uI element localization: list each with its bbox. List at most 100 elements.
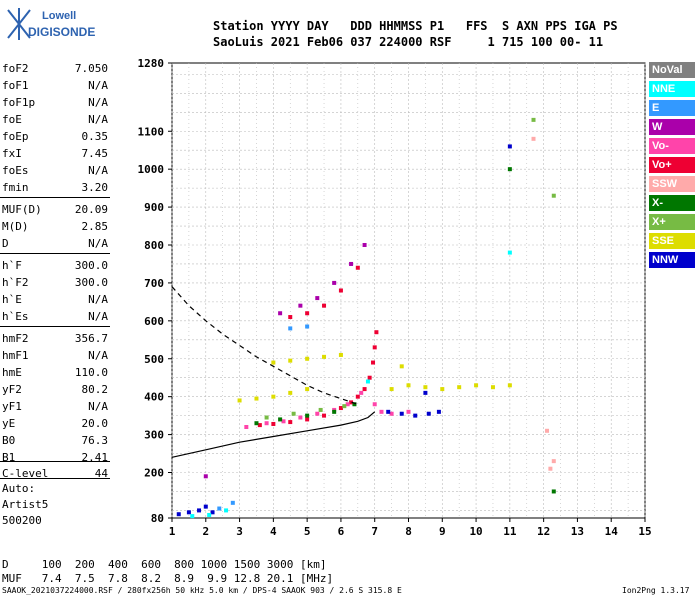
param-row: h`F2 300.0	[2, 276, 108, 291]
param-row: foF1p N/A	[2, 96, 108, 111]
data-point	[355, 394, 360, 399]
header-line-2: SaoLuis 2021 Feb06 037 224000 RSF 1 715 …	[213, 35, 604, 49]
param-name: foEs	[2, 164, 29, 177]
data-point	[362, 243, 367, 247]
data-point	[551, 459, 556, 464]
data-point	[254, 396, 259, 401]
data-point	[457, 385, 462, 390]
param-value: N/A	[88, 79, 108, 92]
y-tick-label: 200	[144, 467, 164, 480]
param-row: h`E N/A	[2, 293, 108, 308]
x-tick-label: 3	[236, 525, 243, 538]
y-tick-label: 700	[144, 277, 164, 290]
separator-line	[0, 326, 110, 327]
data-point	[186, 510, 191, 515]
data-point	[264, 415, 269, 420]
data-point	[338, 288, 343, 293]
param-value: 2.85	[81, 220, 109, 233]
data-point	[288, 358, 293, 363]
data-point	[197, 508, 202, 513]
data-point	[367, 375, 372, 380]
param-row: h`Es N/A	[2, 310, 108, 325]
param-value: N/A	[88, 293, 108, 306]
param-value: N/A	[88, 349, 108, 362]
profile-curves	[171, 286, 376, 458]
param-value: 356.7	[74, 332, 108, 345]
data-point	[244, 425, 249, 429]
x-tick-label: 4	[270, 525, 277, 538]
data-point	[359, 390, 364, 395]
legend-item: E	[649, 100, 695, 116]
data-point	[271, 421, 276, 426]
param-row: hmF2 356.7	[2, 332, 108, 347]
plot-area	[171, 62, 646, 519]
param-row: C-level 44	[2, 467, 108, 482]
param-value: 80.2	[81, 383, 109, 396]
y-tick-label: 500	[144, 353, 164, 366]
data-point	[332, 409, 337, 414]
param-name: foF2	[2, 62, 29, 75]
param-name: B1	[2, 451, 16, 464]
data-point	[372, 345, 377, 350]
y-tick-label: 900	[144, 201, 164, 214]
autoscaling-method: Artist5	[2, 498, 49, 511]
x-tick-label: 8	[405, 525, 412, 538]
data-points	[176, 117, 556, 519]
data-point	[322, 354, 327, 359]
param-name: hmF2	[2, 332, 29, 345]
data-point	[426, 411, 431, 416]
autoscaling-code: 500200	[2, 514, 42, 527]
param-name: fxI	[2, 147, 22, 160]
data-point	[374, 330, 379, 335]
param-value: N/A	[88, 237, 108, 250]
param-value: N/A	[88, 400, 108, 413]
data-point	[507, 250, 512, 255]
param-name: h`F2	[2, 276, 29, 289]
param-row: yF2 80.2	[2, 383, 108, 398]
param-value: 2.41	[81, 451, 109, 464]
data-point	[413, 413, 418, 418]
y-tick-label: 400	[144, 391, 164, 404]
data-point	[507, 144, 512, 149]
data-point	[207, 512, 212, 517]
param-name: hmF1	[2, 349, 29, 362]
data-point	[372, 402, 377, 407]
data-point	[386, 409, 391, 414]
param-name: foE	[2, 113, 22, 126]
x-tick-label: 15	[638, 525, 651, 538]
data-point	[322, 303, 327, 308]
param-name: foEp	[2, 130, 29, 143]
param-row: fxI 7.45	[2, 147, 108, 162]
axis-ticks: 1 2 3 4 5 6 7 8 9 10 11 12 13 14 158020030040050060070…	[138, 57, 652, 538]
param-row: hmE 110.0	[2, 366, 108, 381]
data-point	[362, 387, 367, 392]
legend-item: NNE	[649, 81, 695, 97]
data-point	[176, 512, 181, 517]
param-value: 110.0	[74, 366, 108, 379]
param-row: foF2 7.050	[2, 62, 108, 77]
data-point	[298, 303, 303, 308]
logo-text-bottom: DIGISONDE	[28, 25, 96, 39]
legend-item: NoVal	[649, 62, 695, 78]
param-row: yF1 N/A	[2, 400, 108, 415]
antenna-icon	[7, 8, 31, 40]
legend-item: SSE	[649, 233, 695, 249]
grid-lines	[171, 63, 646, 518]
param-name: yF2	[2, 383, 22, 396]
data-point	[548, 466, 553, 471]
data-point	[371, 360, 376, 365]
param-name: foF1p	[2, 96, 36, 109]
dashed-profile-curve	[171, 286, 358, 405]
x-tick-label: 5	[304, 525, 311, 538]
data-point	[315, 296, 320, 301]
data-point	[237, 398, 242, 403]
data-point	[352, 402, 357, 407]
data-point	[305, 413, 310, 418]
data-point	[318, 407, 323, 412]
data-point	[322, 413, 327, 418]
data-point	[288, 315, 293, 320]
data-point	[338, 406, 343, 411]
param-name: D	[2, 237, 9, 250]
data-point	[399, 364, 404, 369]
footer-file-info: SAAOK_2021037224000.RSF / 280fx256h 50 k…	[2, 586, 402, 595]
